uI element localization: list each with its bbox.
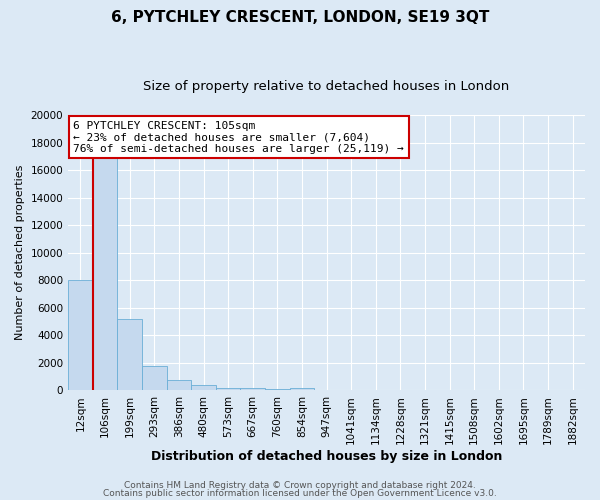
X-axis label: Distribution of detached houses by size in London: Distribution of detached houses by size … <box>151 450 502 462</box>
Text: 6 PYTCHLEY CRESCENT: 105sqm
← 23% of detached houses are smaller (7,604)
76% of : 6 PYTCHLEY CRESCENT: 105sqm ← 23% of det… <box>73 120 404 154</box>
Text: Contains public sector information licensed under the Open Government Licence v3: Contains public sector information licen… <box>103 488 497 498</box>
Bar <box>68 280 93 390</box>
Text: 6, PYTCHLEY CRESCENT, LONDON, SE19 3QT: 6, PYTCHLEY CRESCENT, LONDON, SE19 3QT <box>111 10 489 25</box>
Bar <box>93 150 118 390</box>
Bar <box>290 388 314 390</box>
Bar <box>216 388 241 390</box>
Text: Contains HM Land Registry data © Crown copyright and database right 2024.: Contains HM Land Registry data © Crown c… <box>124 481 476 490</box>
Bar <box>191 385 216 390</box>
Bar <box>265 389 290 390</box>
Y-axis label: Number of detached properties: Number of detached properties <box>15 165 25 340</box>
Bar <box>142 366 167 390</box>
Bar <box>118 318 142 390</box>
Bar <box>241 388 265 390</box>
Title: Size of property relative to detached houses in London: Size of property relative to detached ho… <box>143 80 510 93</box>
Bar <box>167 380 191 390</box>
